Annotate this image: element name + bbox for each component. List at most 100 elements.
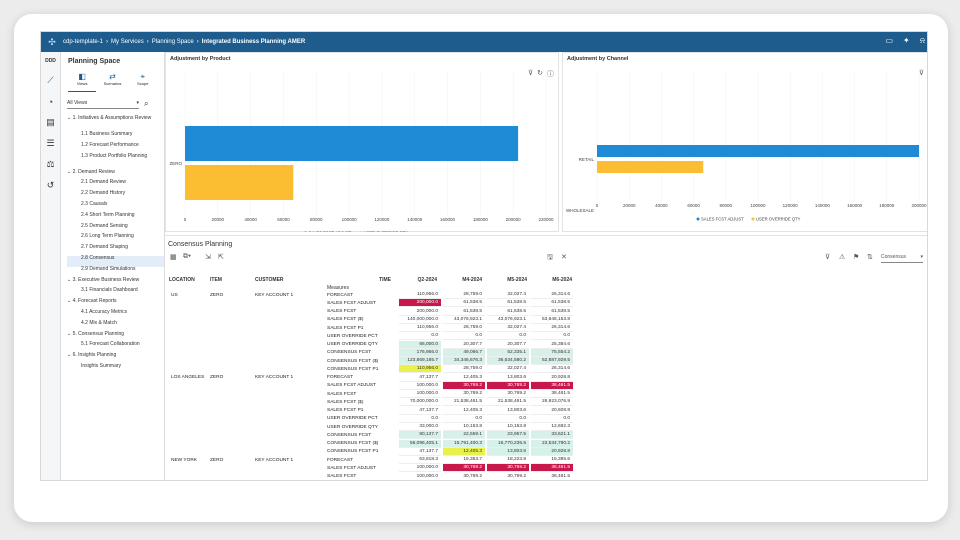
value-cell[interactable]: 28,759.0: [443, 324, 485, 333]
value-cell[interactable]: 23,957.5: [487, 431, 529, 440]
value-cell[interactable]: 47,137.7: [399, 448, 441, 456]
value-cell[interactable]: 52,335.1: [487, 348, 529, 357]
value-cell[interactable]: 0.0: [487, 332, 529, 341]
info-icon[interactable]: ⓘ: [547, 71, 554, 78]
comment-icon[interactable]: ▤: [46, 117, 55, 127]
value-cell[interactable]: 61,538.5: [443, 308, 485, 316]
value-cell[interactable]: 61,538.5: [443, 299, 485, 308]
value-cell[interactable]: 100,000.0: [399, 390, 441, 399]
tree-item[interactable]: Insights Summary: [81, 362, 122, 369]
value-cell[interactable]: 61,538.5: [487, 299, 529, 308]
scenario-select[interactable]: Consensus ▾: [881, 253, 923, 263]
value-cell[interactable]: 21,538,461.5: [487, 398, 529, 407]
value-cell[interactable]: 43,076,923.1: [487, 316, 529, 324]
value-cell[interactable]: 49,066.7: [443, 348, 485, 357]
tree-item[interactable]: 2.7 Demand Shaping: [81, 244, 128, 251]
period-header[interactable]: Q2-2024: [417, 276, 437, 283]
tree-group[interactable]: ⌄ 4. Forecast Reports: [67, 298, 117, 305]
value-cell[interactable]: 30,769.2: [487, 390, 529, 399]
value-cell[interactable]: 30,769.2: [487, 473, 529, 480]
value-cell[interactable]: 10,153.8: [487, 423, 529, 432]
sort-icon[interactable]: ⇅: [867, 254, 873, 261]
value-cell[interactable]: 13,803.6: [487, 447, 529, 456]
value-cell[interactable]: 33,621.1: [531, 431, 573, 440]
value-cell[interactable]: 47,137.7: [399, 374, 441, 382]
value-cell[interactable]: 12,692.3: [531, 423, 573, 432]
tree-item[interactable]: 1.3 Product Portfolio Planning: [81, 152, 148, 159]
value-cell[interactable]: 61,538.5: [531, 299, 573, 308]
copy-icon[interactable]: ⧉▾: [183, 253, 191, 260]
scale-icon[interactable]: ⚖: [46, 159, 55, 169]
value-cell[interactable]: 28,759.0: [443, 365, 485, 374]
save-icon[interactable]: 🖫: [547, 254, 553, 261]
tree-group[interactable]: ⌄ 5. Consensus Planning: [67, 330, 125, 337]
tree-item[interactable]: 2.4 Short Term Planning: [81, 211, 135, 218]
value-cell[interactable]: 25,384.6: [531, 341, 573, 349]
value-cell[interactable]: 70,000,000.0: [399, 398, 441, 407]
value-cell[interactable]: 176,956.0: [399, 348, 441, 357]
location-header[interactable]: LOCATION: [169, 276, 195, 283]
value-cell[interactable]: 13,803.6: [487, 407, 529, 415]
value-cell[interactable]: 12,405.3: [443, 407, 485, 415]
value-cell[interactable]: 52,887,929.5: [531, 357, 573, 366]
close-icon[interactable]: ✕: [561, 254, 567, 261]
value-cell[interactable]: 20,928.8: [531, 407, 573, 415]
chat-icon[interactable]: ▭: [885, 36, 893, 45]
value-cell[interactable]: 61,538.5: [531, 308, 573, 316]
value-cell[interactable]: 23,534,790.2: [531, 439, 573, 448]
value-cell[interactable]: 61,538.5: [487, 308, 529, 316]
value-cell[interactable]: 80,137.7: [399, 431, 441, 440]
tree-group[interactable]: ⌄ 1. Initiatives & Assumptions Review: [67, 115, 152, 121]
tree-item[interactable]: 2.5 Demand Sensing: [81, 222, 128, 229]
value-cell[interactable]: 140,000,000.0: [399, 316, 441, 324]
value-cell[interactable]: 20,307.7: [443, 341, 485, 349]
value-cell[interactable]: 38,461.5: [531, 381, 573, 390]
filter-icon[interactable]: ⊽: [825, 254, 831, 261]
value-cell[interactable]: 110,956.0: [399, 324, 441, 333]
value-cell[interactable]: 0.0: [531, 415, 573, 423]
value-cell[interactable]: 30,769.2: [487, 464, 529, 473]
breadcrumb-item[interactable]: cdp-template-1: [63, 39, 104, 45]
period-header[interactable]: M4-2024: [462, 276, 482, 283]
value-cell[interactable]: 0.0: [443, 332, 485, 341]
breadcrumb-item[interactable]: My Services: [111, 39, 144, 45]
tab-scope[interactable]: ⌖ Scope: [137, 72, 149, 86]
tab-views[interactable]: ◧ Views: [68, 70, 97, 92]
value-cell[interactable]: 20,307.7: [487, 341, 529, 349]
value-cell[interactable]: 110,956.0: [399, 291, 441, 300]
value-cell[interactable]: 53,846,153.8: [531, 316, 573, 324]
value-cell[interactable]: 43,076,923.1: [443, 316, 485, 324]
value-cell[interactable]: 0.0: [531, 332, 573, 341]
value-cell[interactable]: 20,928.8: [531, 374, 573, 382]
value-cell[interactable]: 28,759.0: [443, 291, 485, 300]
alert-icon[interactable]: ⚠: [839, 254, 846, 261]
value-cell[interactable]: 0.0: [399, 415, 441, 423]
views-select[interactable]: All Views ▾: [67, 100, 139, 109]
value-cell[interactable]: 0.0: [487, 415, 529, 423]
tree-group[interactable]: ⌄ 6. Insights Planning: [67, 352, 117, 359]
value-cell[interactable]: 12,405.3: [443, 374, 485, 382]
value-cell[interactable]: 30,769.2: [443, 464, 485, 473]
value-cell[interactable]: 100,000.0: [399, 382, 441, 390]
value-cell[interactable]: 16,353.7: [443, 456, 485, 465]
filter-icon[interactable]: ⊽: [528, 70, 534, 77]
time-header[interactable]: TIME: [379, 276, 391, 283]
value-cell[interactable]: 30,769.2: [443, 390, 485, 399]
value-cell[interactable]: 32,027.4: [487, 324, 529, 333]
value-cell[interactable]: 63,818.3: [399, 456, 441, 465]
value-cell[interactable]: 200,000.0: [399, 308, 441, 316]
tree-item[interactable]: 2.3 Causals: [81, 200, 108, 207]
value-cell[interactable]: 21,538,461.5: [443, 398, 485, 407]
value-cell[interactable]: 22,559.1: [443, 431, 485, 440]
value-cell[interactable]: 200,000.0: [399, 299, 441, 308]
tree-item[interactable]: 4.1 Accuracy Metrics: [81, 308, 128, 315]
value-cell[interactable]: 26,314.6: [531, 365, 573, 374]
search-icon[interactable]: ⌕: [144, 99, 149, 108]
analytics-icon[interactable]: ⟋: [47, 75, 54, 85]
value-cell[interactable]: 100,000.0: [399, 473, 441, 480]
export-icon[interactable]: ⇲: [205, 254, 211, 261]
tree-item[interactable]: 5.1 Forecast Collaboration: [81, 341, 140, 348]
period-header[interactable]: M5-2024: [507, 276, 527, 283]
import-icon[interactable]: ⇱: [218, 254, 224, 261]
value-cell[interactable]: 20,928.8: [531, 447, 573, 456]
